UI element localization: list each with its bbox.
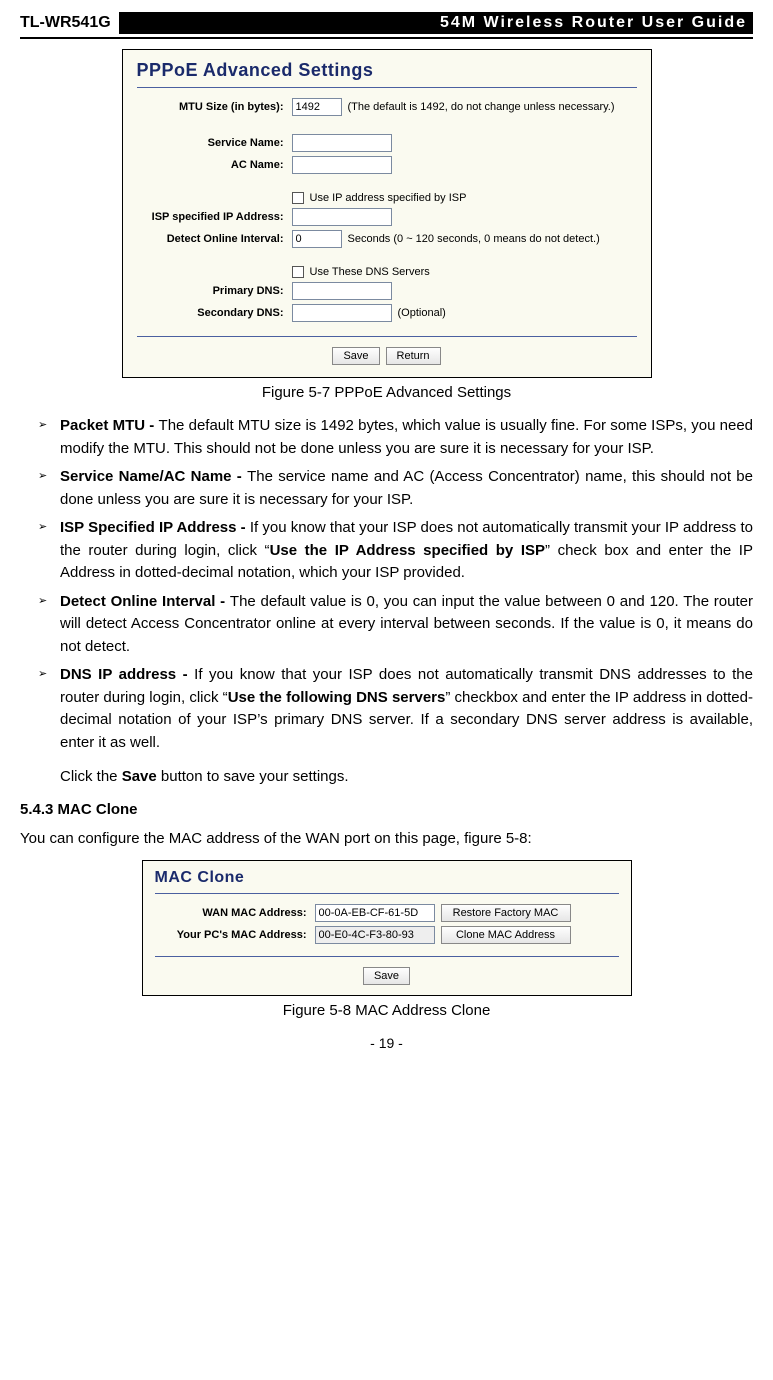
service-row: Service Name: xyxy=(137,134,637,152)
pc-mac-row: Your PC's MAC Address: Clone MAC Address xyxy=(155,926,619,944)
use-dns-checkbox[interactable] xyxy=(292,266,304,278)
service-input[interactable] xyxy=(292,134,392,152)
ac-row: AC Name: xyxy=(137,156,637,174)
page-number: - 19 - xyxy=(20,1035,753,1051)
use-dns-row: Use These DNS Servers xyxy=(137,266,637,278)
divider xyxy=(137,87,637,88)
service-label: Service Name: xyxy=(137,137,292,149)
wan-mac-row: WAN MAC Address: Restore Factory MAC xyxy=(155,904,619,922)
inline-bold: Save xyxy=(122,768,157,785)
use-ip-checkbox[interactable] xyxy=(292,192,304,204)
list-item: DNS IP address - If you know that your I… xyxy=(38,664,753,754)
secondary-dns-label: Secondary DNS: xyxy=(137,307,292,319)
section-heading: 5.4.3 MAC Clone xyxy=(20,801,753,818)
button-row: Save xyxy=(155,967,619,985)
save-button[interactable]: Save xyxy=(332,347,379,365)
primary-dns-label: Primary DNS: xyxy=(137,285,292,297)
mtu-input[interactable] xyxy=(292,98,342,116)
bullet-inline-bold: Use the following DNS servers xyxy=(228,689,446,706)
isp-ip-input[interactable] xyxy=(292,208,392,226)
mtu-row: MTU Size (in bytes): (The default is 149… xyxy=(137,98,637,116)
ac-label: AC Name: xyxy=(137,159,292,171)
pppoe-settings-panel: PPPoE Advanced Settings MTU Size (in byt… xyxy=(122,49,652,378)
restore-mac-button[interactable]: Restore Factory MAC xyxy=(441,904,571,922)
primary-dns-input[interactable] xyxy=(292,282,392,300)
detect-input[interactable] xyxy=(292,230,342,248)
use-dns-checkbox-label: Use These DNS Servers xyxy=(310,266,430,278)
ac-input[interactable] xyxy=(292,156,392,174)
bullet-inline-bold: Use the IP Address specified by ISP xyxy=(270,542,545,559)
isp-ip-label: ISP specified IP Address: xyxy=(137,211,292,223)
detect-hint: Seconds (0 ~ 120 seconds, 0 means do not… xyxy=(348,233,600,245)
list-item: ISP Specified IP Address - If you know t… xyxy=(38,517,753,585)
divider-2 xyxy=(137,336,637,337)
text: button to save your settings. xyxy=(157,768,349,785)
figure-5-8-caption: Figure 5-8 MAC Address Clone xyxy=(20,1002,753,1019)
mtu-hint: (The default is 1492, do not change unle… xyxy=(348,101,615,113)
button-row: Save Return xyxy=(137,347,637,365)
page-header: TL-WR541G 54M Wireless Router User Guide xyxy=(20,12,753,39)
detect-row: Detect Online Interval: Seconds (0 ~ 120… xyxy=(137,230,637,248)
use-ip-row: Use IP address specified by ISP xyxy=(137,192,637,204)
divider-2 xyxy=(155,956,619,957)
detect-label: Detect Online Interval: xyxy=(137,233,292,245)
pc-mac-label: Your PC's MAC Address: xyxy=(155,929,315,941)
bullet-bold: ISP Specified IP Address - xyxy=(60,519,250,536)
divider xyxy=(155,893,619,894)
list-item: Service Name/AC Name - The service name … xyxy=(38,466,753,511)
list-item: Packet MTU - The default MTU size is 149… xyxy=(38,415,753,460)
model-label: TL-WR541G xyxy=(20,14,111,32)
clone-mac-button[interactable]: Clone MAC Address xyxy=(441,926,571,944)
section-intro: You can configure the MAC address of the… xyxy=(20,828,753,851)
mtu-label: MTU Size (in bytes): xyxy=(137,101,292,113)
bullet-bold: Service Name/AC Name - xyxy=(60,468,247,485)
secondary-dns-input[interactable] xyxy=(292,304,392,322)
use-ip-checkbox-label: Use IP address specified by ISP xyxy=(310,192,467,204)
doc-title: 54M Wireless Router User Guide xyxy=(119,12,753,34)
bullet-bold: Detect Online Interval - xyxy=(60,593,230,610)
bullet-text: The default MTU size is 1492 bytes, whic… xyxy=(60,417,753,457)
panel-title: MAC Clone xyxy=(155,869,619,887)
list-item: Detect Online Interval - The default val… xyxy=(38,591,753,659)
secondary-dns-row: Secondary DNS: (Optional) xyxy=(137,304,637,322)
wan-mac-label: WAN MAC Address: xyxy=(155,907,315,919)
secondary-dns-hint: (Optional) xyxy=(398,307,446,319)
return-button[interactable]: Return xyxy=(386,347,441,365)
bullet-bold: DNS IP address - xyxy=(60,666,194,683)
feature-list: Packet MTU - The default MTU size is 149… xyxy=(20,415,753,754)
isp-ip-row: ISP specified IP Address: xyxy=(137,208,637,226)
text: Click the xyxy=(60,768,122,785)
panel-title: PPPoE Advanced Settings xyxy=(137,60,637,81)
primary-dns-row: Primary DNS: xyxy=(137,282,637,300)
save-instruction: Click the Save button to save your setti… xyxy=(60,766,753,789)
bullet-bold: Packet MTU - xyxy=(60,417,159,434)
save-button[interactable]: Save xyxy=(363,967,410,985)
wan-mac-input[interactable] xyxy=(315,904,435,922)
mac-clone-panel: MAC Clone WAN MAC Address: Restore Facto… xyxy=(142,860,632,996)
pc-mac-input xyxy=(315,926,435,944)
figure-5-7-caption: Figure 5-7 PPPoE Advanced Settings xyxy=(20,384,753,401)
